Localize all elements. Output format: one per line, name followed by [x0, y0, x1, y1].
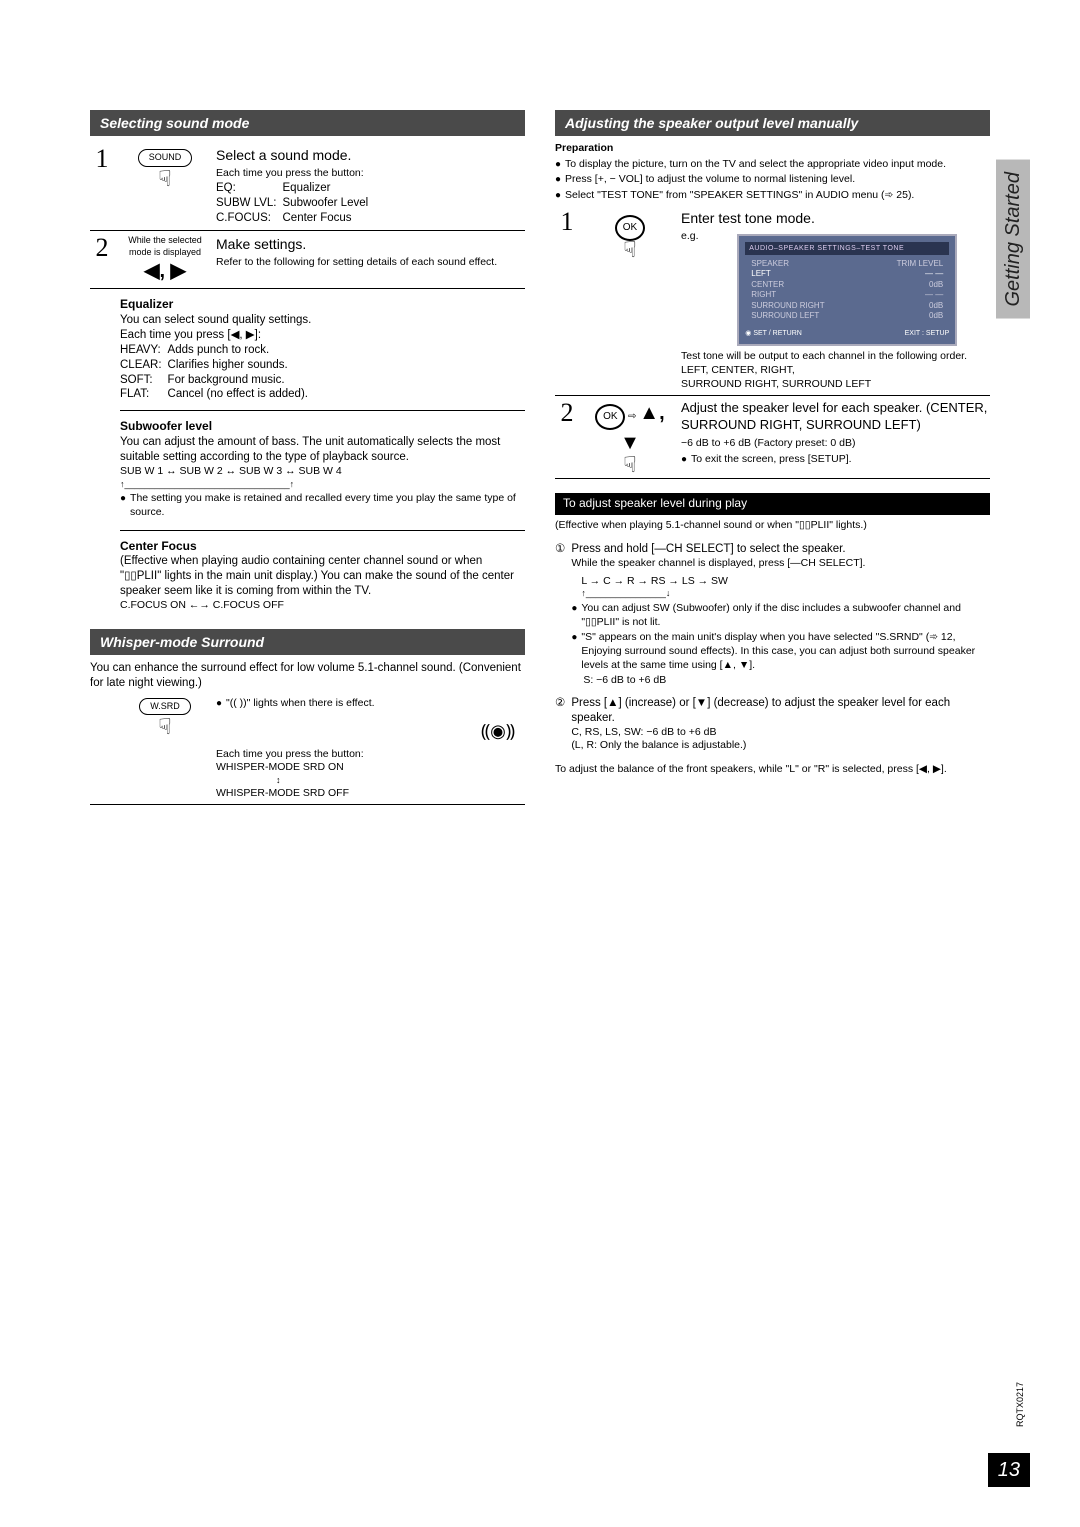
left-right-icon[interactable]: ◀, ▶	[120, 258, 210, 284]
step-icon: OK ☟	[585, 209, 675, 392]
step-icon: W.SRD ☟	[120, 695, 210, 801]
whisper-off: WHISPER-MODE SRD OFF	[216, 787, 525, 801]
updown-icon: ↕	[216, 775, 525, 787]
speaker-icon: ⸨◉⸩	[216, 712, 525, 747]
loop-icon: ↑________________↓	[581, 588, 990, 600]
adjust-step-1: 1 OK ☟ Enter test tone mode. e.g. AUDIO–…	[555, 205, 990, 397]
adjust-step2-title: Adjust the speaker level for each speake…	[681, 400, 990, 434]
step2-note: While the selected mode is displayed	[120, 235, 210, 258]
eq-title: Equalizer	[120, 297, 525, 313]
cf-title: Center Focus	[120, 539, 525, 555]
ok-button[interactable]: OK	[595, 404, 625, 430]
play-p2a: Press [▲] (increase) or [▼] (decrease) t…	[571, 696, 990, 726]
play-eff: (Effective when playing 5.1-channel soun…	[555, 519, 990, 533]
tone-note2: LEFT, CENTER, RIGHT,	[681, 364, 990, 378]
sub-title: Subwoofer level	[120, 419, 525, 435]
step2-title: Make settings.	[216, 235, 525, 253]
play-b2a: "S" appears on the main unit's display w…	[581, 631, 990, 672]
sound-step-2: 2 While the selected mode is displayed ◀…	[90, 231, 525, 289]
sub-loop: ↑_________________________________↑	[120, 479, 525, 491]
play-bar: To adjust speaker level during play	[555, 493, 990, 515]
step-icon: While the selected mode is displayed ◀, …	[120, 235, 210, 284]
play-p2: ② Press [▲] (increase) or [▼] (decrease)…	[555, 696, 990, 753]
left-column: Selecting sound mode 1 SOUND ☟ Select a …	[90, 110, 525, 805]
doc-code: RQTX0217	[1015, 1382, 1027, 1427]
up-down-icon[interactable]: ▲, ▼	[620, 402, 665, 454]
prep-2: Press [+, − VOL] to adjust the volume to…	[565, 173, 855, 187]
play-p2c: (L, R: Only the balance is adjustable.)	[571, 739, 990, 753]
eq-line2: Each time you press [◀, ▶]:	[120, 328, 525, 343]
step2-body: Refer to the following for setting detai…	[216, 256, 525, 270]
adjust-step1-title: Enter test tone mode.	[681, 209, 990, 227]
cf-body: (Effective when playing audio containing…	[120, 554, 525, 599]
play-seq: L → C → R → RS → LS → SW	[581, 575, 990, 589]
page-number: 13	[988, 1453, 1030, 1487]
whisper-on: WHISPER-MODE SRD ON	[216, 761, 525, 775]
adjust-header: Adjusting the speaker output level manua…	[555, 110, 990, 136]
subwoofer-block: Subwoofer level You can adjust the amoun…	[120, 419, 525, 530]
step-number: 1	[555, 209, 579, 392]
circled-1-icon: ①	[555, 542, 565, 688]
circled-2-icon: ②	[555, 696, 565, 753]
whisper-step: W.SRD ☟ ●"(( ))" lights when there is ef…	[90, 691, 525, 806]
sound-mode-table: EQ:Equalizer SUBW LVL:Subwoofer Level C.…	[216, 181, 374, 226]
prep-title: Preparation	[555, 142, 990, 156]
play-p1: ① Press and hold [—CH SELECT] to select …	[555, 542, 990, 688]
sound-step-1: 1 SOUND ☟ Select a sound mode. Each time…	[90, 142, 525, 231]
eq-line1: You can select sound quality settings.	[120, 313, 525, 328]
equalizer-block: Equalizer You can select sound quality s…	[120, 297, 525, 411]
exit-note: To exit the screen, press [SETUP].	[691, 453, 851, 467]
step-number: 2	[555, 400, 579, 474]
step1-title: Select a sound mode.	[216, 146, 525, 164]
osd-title: AUDIO–SPEAKER SETTINGS–TEST TONE	[745, 242, 949, 255]
sub-note: The setting you make is retained and rec…	[130, 492, 525, 519]
balance-note: To adjust the balance of the front speak…	[555, 763, 990, 777]
play-p1b: While the speaker channel is displayed, …	[571, 557, 990, 571]
whisper-effect: "(( ))" lights when there is effect.	[226, 697, 374, 711]
tone-note1: Test tone will be output to each channel…	[681, 350, 990, 364]
center-focus-block: Center Focus (Effective when playing aud…	[120, 539, 525, 621]
press-icon: ☟	[120, 170, 210, 188]
sub-seq: SUB W 1 ↔ SUB W 2 ↔ SUB W 3 ↔ SUB W 4	[120, 465, 525, 479]
eq-table: HEAVY:Adds punch to rock. CLEAR:Clarifie…	[120, 343, 314, 403]
play-p1a: Press and hold [—CH SELECT] to select th…	[571, 542, 990, 557]
side-tab: Getting Started	[996, 160, 1030, 319]
step1-lead: Each time you press the button:	[216, 167, 525, 181]
adjust-step-2: 2 OK ⇨ ▲, ▼ ☟ Adjust the speaker level f…	[555, 396, 990, 479]
step-number: 2	[90, 235, 114, 284]
play-b2b: S: −6 dB to +6 dB	[583, 674, 990, 688]
play-p2b: C, RS, LS, SW: −6 dB to +6 dB	[571, 726, 990, 740]
adjust-range: −6 dB to +6 dB (Factory preset: 0 dB)	[681, 437, 990, 451]
whisper-intro: You can enhance the surround effect for …	[90, 661, 525, 691]
prep-3: Select "TEST TONE" from "SPEAKER SETTING…	[565, 189, 914, 203]
step-number: 1	[90, 146, 114, 226]
tone-note3: SURROUND RIGHT, SURROUND LEFT	[681, 378, 990, 392]
step-icon: OK ⇨ ▲, ▼ ☟	[585, 400, 675, 474]
eg-label: e.g.	[681, 230, 699, 351]
press-icon: ☟	[120, 718, 210, 736]
play-b1: You can adjust SW (Subwoofer) only if th…	[581, 602, 990, 629]
sub-body: You can adjust the amount of bass. The u…	[120, 435, 525, 465]
osd-screen: AUDIO–SPEAKER SETTINGS–TEST TONE SPEAKER…	[737, 234, 957, 347]
wsrd-button[interactable]: W.SRD	[139, 698, 191, 716]
prep-1: To display the picture, turn on the TV a…	[565, 158, 946, 172]
whisper-header: Whisper-mode Surround	[90, 629, 525, 655]
whisper-lead: Each time you press the button:	[216, 748, 525, 762]
press-icon: ☟	[585, 456, 675, 474]
step-icon: SOUND ☟	[120, 146, 210, 226]
sound-button[interactable]: SOUND	[138, 149, 193, 167]
right-column: Adjusting the speaker output level manua…	[555, 110, 990, 805]
cf-seq: C.FOCUS ON ←→ C.FOCUS OFF	[120, 599, 525, 613]
press-icon: ☟	[585, 241, 675, 259]
sound-mode-header: Selecting sound mode	[90, 110, 525, 136]
